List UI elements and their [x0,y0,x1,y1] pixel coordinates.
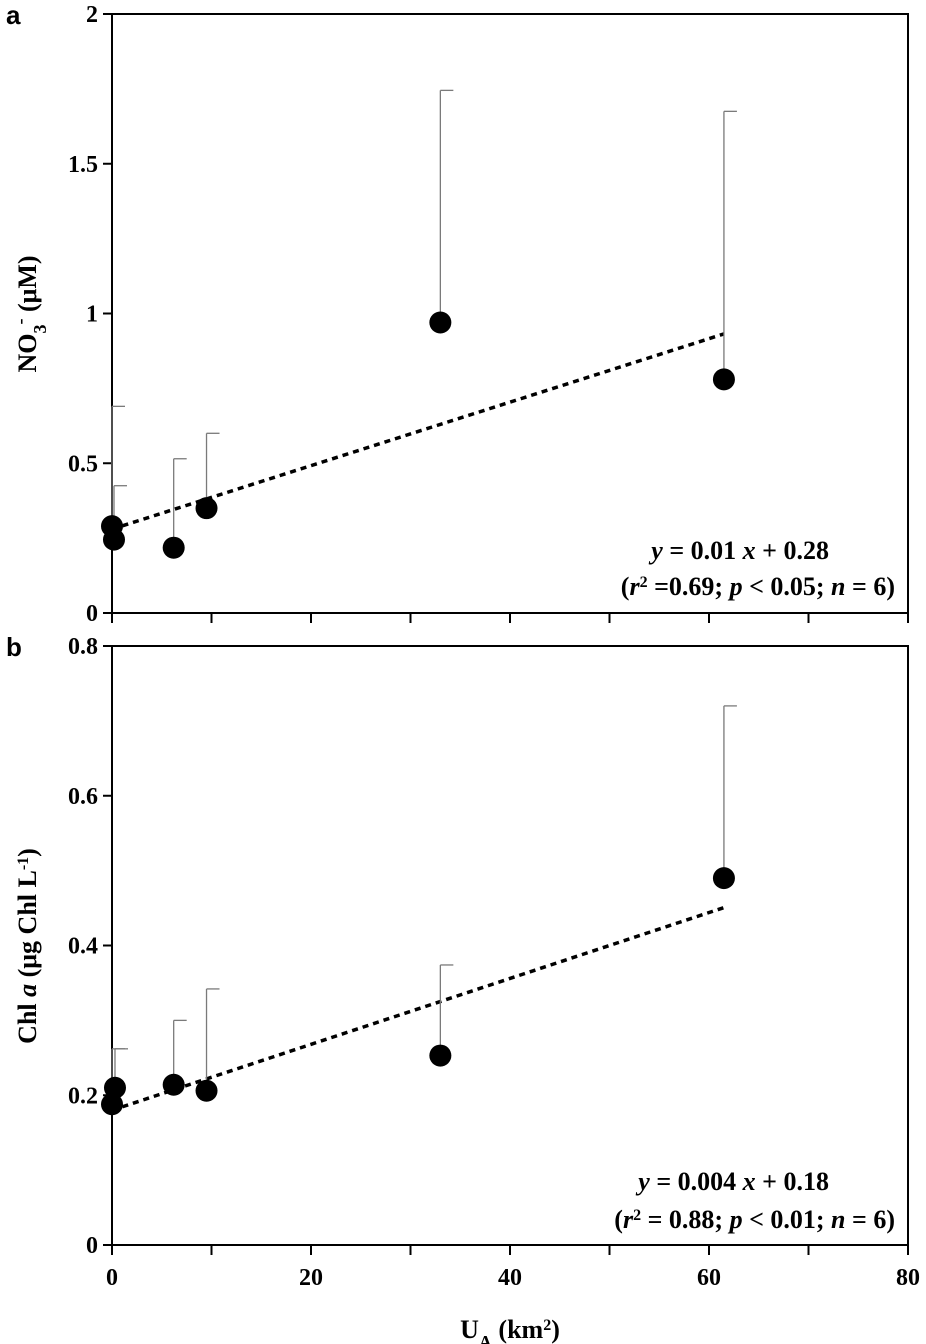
panel-b-y-tick-label: 0.2 [68,1083,98,1109]
panel-a-regression-line [111,332,725,531]
panel-b-letter: b [6,632,22,662]
panel-a-y-tick-label: 2 [86,2,98,28]
panel-b-data-point [162,1073,185,1096]
panel-a-data-point [195,497,218,520]
panel-a-letter: a [6,0,21,30]
panel-b-data-point [195,1079,218,1102]
panel-b-data-point [429,1044,452,1067]
panel-b-points [101,867,735,1116]
panel-a-data-point [712,368,735,391]
panel-b-x-tick-label: 20 [299,1265,323,1291]
panel-a: a 00.511.52 NO3- (μM) y = 0.01 x + 0.28 … [6,0,909,627]
x-axis-title: UA (km2) [460,1315,560,1344]
panel-b-x-tick-label: 40 [498,1265,522,1291]
panel-b-error-bars [111,705,737,1105]
panel-a-frame [111,13,909,614]
panel-b-equation-line-2: (r2 = 0.88; p < 0.01; n = 6) [614,1205,895,1234]
panel-b-data-point [712,867,735,890]
panel-b-data-point [103,1076,126,1099]
panel-b-data-point [101,1093,123,1116]
panel-a-y-tick-label: 1.5 [68,152,98,178]
panel-a-equation-line-1: y = 0.01 x + 0.28 [648,536,829,565]
panel-b-x-tick-label: 80 [896,1265,920,1291]
panel-b-regression-line [111,905,725,1112]
panel-b-ticks: 0 0.2 0.4 0.6 0.8 0 20 40 60 80 [68,634,920,1291]
panel-a-points [101,311,735,559]
panel-b-x-tick-label: 60 [697,1265,721,1291]
panel-a-y-axis-title: NO3- (μM) [10,255,50,372]
panel-a-ticks: 0 0.5 1 1.5 2 [68,2,909,627]
panel-a-y-tick-label: 1 [86,302,98,328]
panel-b-equation-line-1: y = 0.004 x + 0.18 [635,1167,829,1196]
panel-a-data-point [429,311,452,334]
panel-a-data-point [102,528,125,551]
panel-b-fit [111,905,725,1112]
panel-b-y-axis-title: Chl a (μg Chl L-1) [13,848,42,1044]
panel-b-frame [111,645,909,1246]
panel-a-error-bars [111,89,737,548]
panel-b-y-tick-label: 0.8 [68,634,98,660]
panel-a-data-point [162,536,185,559]
panel-b-x-tick-label: 0 [106,1265,118,1291]
panel-a-fit [111,332,725,531]
panel-b-y-tick-label: 0.4 [68,934,98,960]
panel-a-y-tick-label: 0.5 [68,451,98,477]
panel-b: b 0 0.2 0.4 0.6 0.8 0 20 40 60 80 Chl a (μg Chl L… [6,632,920,1344]
panel-a-y-tick-label: 0 [86,601,98,627]
panel-b-y-tick-label: 0 [86,1233,98,1259]
panel-b-y-tick-label: 0.6 [68,784,98,810]
panel-a-equation-line-2: (r2 =0.69; p < 0.05; n = 6) [621,572,895,601]
